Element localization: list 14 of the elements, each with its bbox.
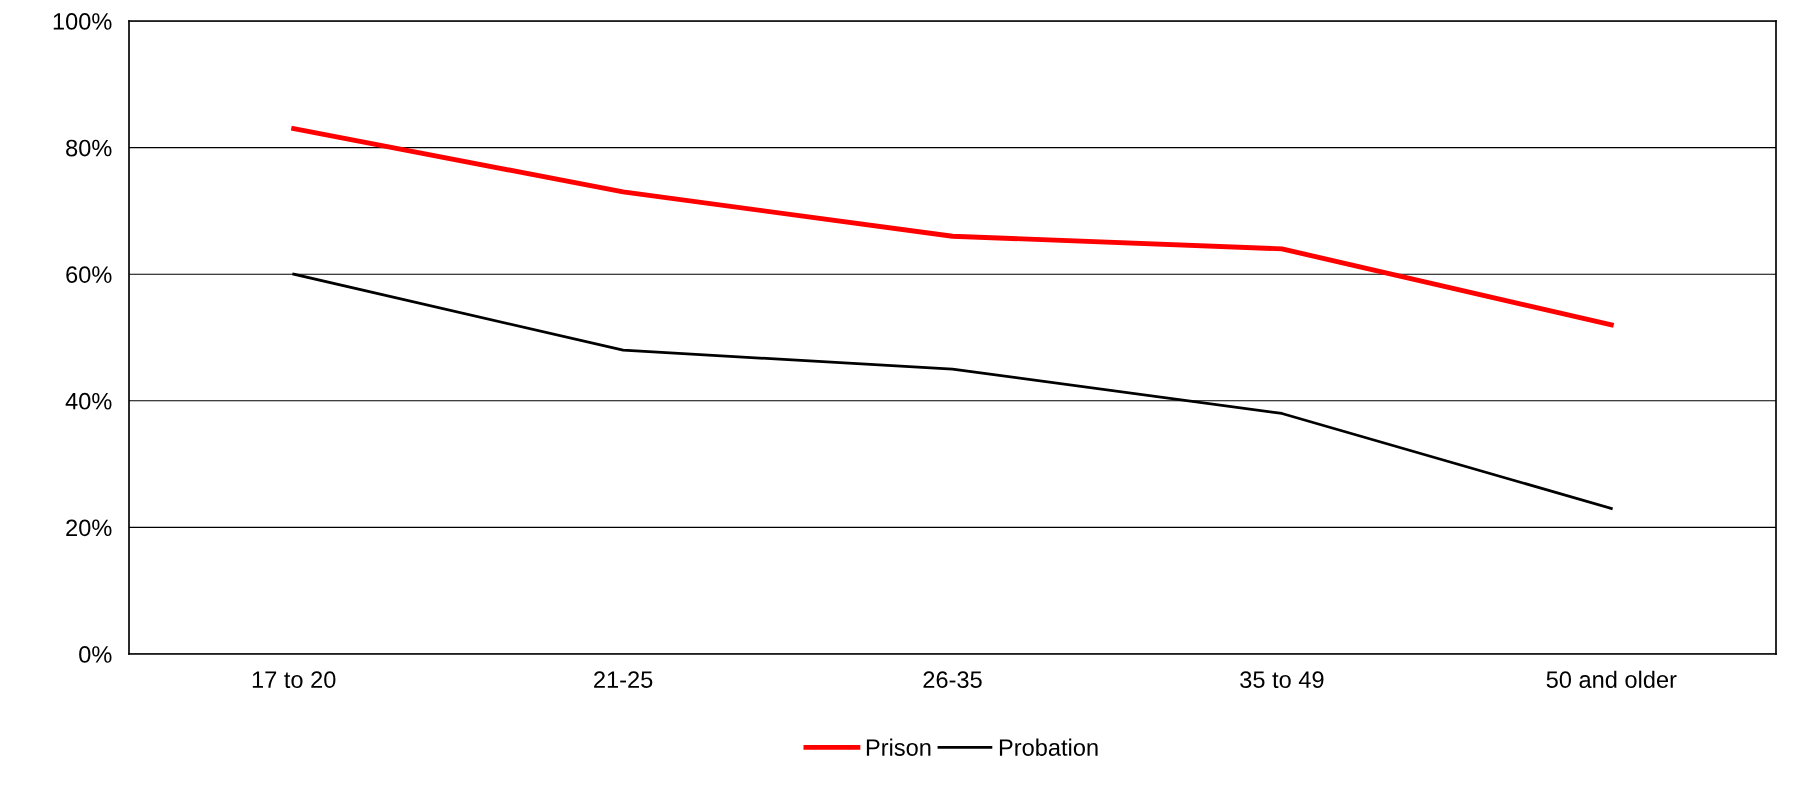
x-tick-label: 35 to 49 [1240, 671, 1324, 689]
x-tick-label: 26-35 [923, 671, 982, 689]
y-tick-label: 60% [66, 266, 112, 283]
line-series [291, 126, 1614, 328]
legend-label: Probation [999, 738, 1098, 756]
y-tick-label: 100% [53, 13, 112, 30]
y-tick-label: 40% [65, 392, 112, 410]
y-tick-label: 0% [79, 646, 112, 663]
y-tick-label: 20% [66, 519, 112, 537]
legend-label: Prison [866, 738, 931, 756]
x-tick-label: 17 to 20 [252, 671, 336, 689]
y-tick-label: 80% [66, 139, 112, 157]
x-tick-label: 50 and older [1546, 670, 1677, 689]
x-tick-label: 21-25 [594, 671, 653, 689]
